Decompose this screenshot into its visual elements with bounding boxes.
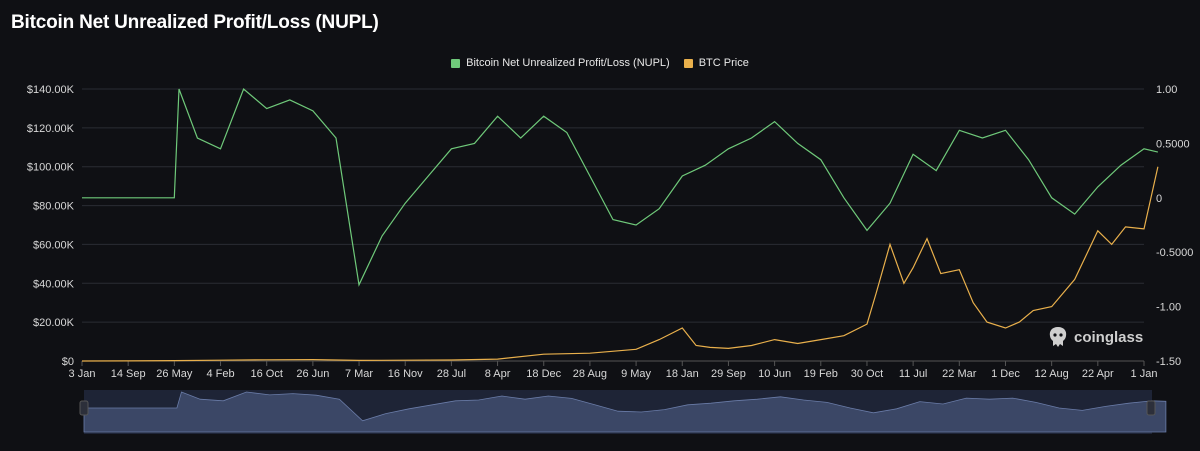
x-tick-label: 9 May xyxy=(621,368,651,380)
x-tick-label: 10 Jun xyxy=(758,368,791,380)
x-tick-label: 1 Jan xyxy=(1131,368,1158,380)
y-left-tick-label: $80.00K xyxy=(33,201,75,213)
y-left-tick-label: $100.00K xyxy=(27,162,75,174)
x-tick-label: 30 Oct xyxy=(851,368,883,380)
legend: Bitcoin Net Unrealized Profit/Loss (NUPL… xyxy=(0,57,1200,69)
x-tick-label: 12 Aug xyxy=(1035,368,1069,380)
navigator-series-area xyxy=(83,391,1167,433)
coinglass-logo-icon xyxy=(1049,327,1067,347)
x-tick-label: 18 Dec xyxy=(526,368,561,380)
x-tick-label: 4 Feb xyxy=(206,368,234,380)
x-tick-label: 7 Mar xyxy=(345,368,373,380)
legend-swatch-btc-price xyxy=(683,58,693,68)
y-left-tick-label: $40.00K xyxy=(33,278,75,290)
x-tick-label: 16 Oct xyxy=(250,368,282,380)
legend-item-btc-price[interactable]: BTC Price xyxy=(683,57,749,69)
chart-title: Bitcoin Net Unrealized Profit/Loss (NUPL… xyxy=(11,12,379,33)
x-tick-label: 8 Apr xyxy=(485,368,511,380)
y-right-tick-label: 0.5000 xyxy=(1156,138,1190,150)
x-tick-label: 28 Jul xyxy=(437,368,466,380)
y-axis-left: $0 $20.00K $40.00K $60.00K $80.00K $100.00K $1… xyxy=(27,84,75,368)
x-axis: 3 Jan 14 Sep 26 May 4 Feb 16 Oct 26 Jun 7 Mar 1… xyxy=(69,360,1158,380)
x-tick-label: 3 Jan xyxy=(69,368,96,380)
x-tick-label: 29 Sep xyxy=(711,368,746,380)
y-left-tick-label: $60.00K xyxy=(33,239,75,251)
x-tick-label: 22 Mar xyxy=(942,368,977,380)
navigator-handle-right[interactable] xyxy=(1146,400,1156,416)
legend-item-nupl[interactable]: Bitcoin Net Unrealized Profit/Loss (NUPL… xyxy=(451,57,670,69)
x-tick-label: 19 Feb xyxy=(804,368,838,380)
y-left-tick-label: $0 xyxy=(62,356,74,368)
y-right-tick-label: 0 xyxy=(1156,193,1162,205)
navigator-handle-left[interactable] xyxy=(79,400,89,416)
x-tick-label: 11 Jul xyxy=(899,368,928,380)
y-right-tick-label: -0.5000 xyxy=(1156,247,1193,259)
y-right-tick-label: -1.00 xyxy=(1156,302,1181,314)
x-tick-label: 26 May xyxy=(156,368,193,380)
x-tick-label: 18 Jan xyxy=(666,368,699,380)
legend-label-btc-price: BTC Price xyxy=(698,57,749,69)
y-left-tick-label: $20.00K xyxy=(33,317,75,329)
brand-watermark: coinglass xyxy=(1048,326,1143,348)
legend-label-nupl: Bitcoin Net Unrealized Profit/Loss (NUPL… xyxy=(466,57,670,69)
x-tick-label: 16 Nov xyxy=(388,368,423,380)
grid xyxy=(82,88,1144,362)
x-tick-label: 22 Apr xyxy=(1082,368,1114,380)
y-axis-right: -1.50 -1.00 -0.5000 0 0.5000 1.00 xyxy=(1156,84,1193,368)
brand-name: coinglass xyxy=(1074,328,1144,346)
y-left-tick-label: $120.00K xyxy=(27,123,75,135)
y-right-tick-label: 1.00 xyxy=(1156,84,1177,96)
x-tick-label: 28 Aug xyxy=(573,368,607,380)
y-right-tick-label: -1.50 xyxy=(1156,356,1181,368)
legend-swatch-nupl xyxy=(451,58,461,68)
x-tick-label: 14 Sep xyxy=(111,368,146,380)
navigator[interactable] xyxy=(79,390,1167,434)
series-line-nupl xyxy=(82,87,1159,287)
y-left-tick-label: $140.00K xyxy=(27,84,75,96)
x-tick-label: 1 Dec xyxy=(991,368,1020,380)
series-line-btc-price xyxy=(81,166,1159,362)
x-tick-label: 26 Jun xyxy=(296,368,329,380)
